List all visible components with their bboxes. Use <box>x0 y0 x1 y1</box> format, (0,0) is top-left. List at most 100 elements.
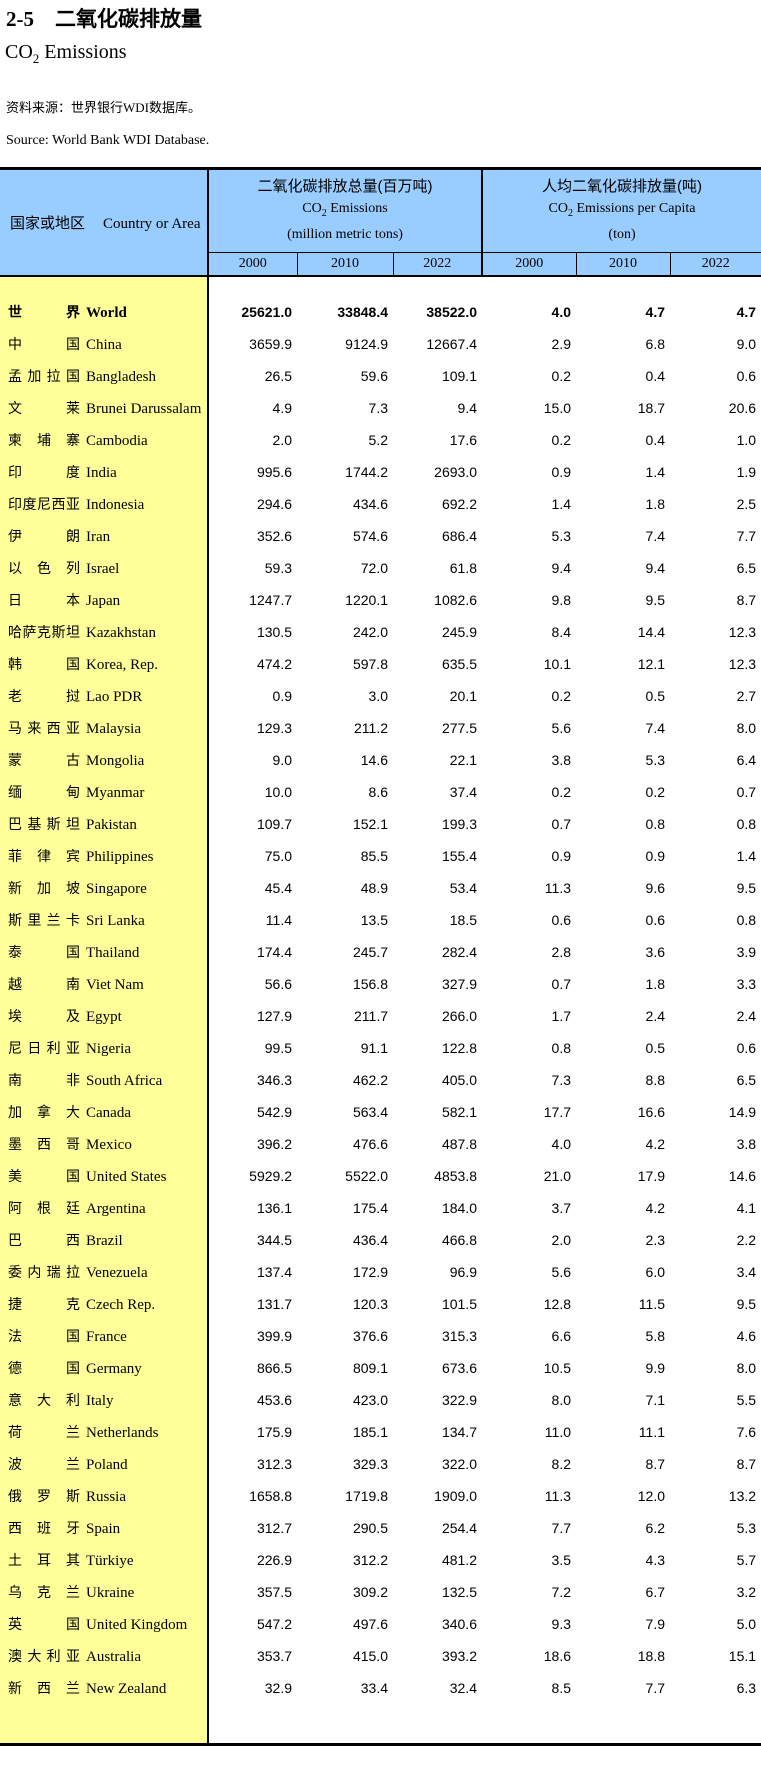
country-cell: 巴西 Brazil <box>0 1224 209 1256</box>
per-capita-2022: 5.3 <box>736 1520 757 1536</box>
country-name-en: Netherlands <box>86 1425 159 1441</box>
country-cell: 菲律宾 Philippines <box>0 840 209 872</box>
table-row: 蒙古 Mongolia 9.0 14.6 22.1 3.8 5.3 6.4 <box>0 744 761 776</box>
total-emissions-2010: 290.5 <box>352 1520 388 1536</box>
per-capita-2010: 9.6 <box>645 880 665 896</box>
country-name-en: Singapore <box>86 881 147 897</box>
table-row: 日本 Japan 1247.7 1220.1 1082.6 9.8 9.5 8.7 <box>0 584 761 616</box>
table-row: 俄罗斯 Russia 1658.8 1719.8 1909.0 11.3 12.0… <box>0 1480 761 1512</box>
total-emissions-2010: 211.2 <box>354 720 388 736</box>
per-capita-2000: 2.9 <box>551 336 571 352</box>
table-row: 德国 Germany 866.5 809.1 673.6 10.5 9.9 8.0 <box>0 1352 761 1384</box>
total-emissions-2022: 17.6 <box>449 432 477 448</box>
country-name-cn: 马来西亚 <box>8 720 80 736</box>
country-cell: 日本 Japan <box>0 584 209 616</box>
total-emissions-2000: 346.3 <box>256 1072 292 1088</box>
table-row: 意大利 Italy 453.6 423.0 322.9 8.0 7.1 5.5 <box>0 1384 761 1416</box>
total-emissions-2010: 597.8 <box>352 656 388 672</box>
total-emissions-2000: 352.6 <box>256 528 292 544</box>
total-emissions-2000: 226.9 <box>256 1552 292 1568</box>
per-capita-2000: 0.6 <box>551 912 571 928</box>
total-emissions-2022: 254.4 <box>441 1520 477 1536</box>
table-row: 柬埔寨 Cambodia 2.0 5.2 17.6 0.2 0.4 1.0 <box>0 424 761 456</box>
country-name-cn: 荷兰 <box>8 1424 80 1440</box>
country-cell: 世界 World <box>0 296 209 328</box>
per-capita-2010: 8.8 <box>645 1072 665 1088</box>
table-row: 埃及 Egypt 127.9 211.7 266.0 1.7 2.4 2.4 <box>0 1000 761 1032</box>
total-emissions-2010: 1220.1 <box>345 592 388 608</box>
total-emissions-2010: 312.2 <box>352 1552 388 1568</box>
country-name-cn: 捷克 <box>8 1296 80 1312</box>
per-capita-2010: 4.2 <box>645 1136 665 1152</box>
per-capita-2010: 4.3 <box>645 1552 665 1568</box>
total-emissions-2000: 45.4 <box>264 880 292 896</box>
country-name-en: Indonesia <box>86 497 145 513</box>
country-name-cn: 老挝 <box>8 688 80 704</box>
per-capita-2000: 7.7 <box>551 1520 571 1536</box>
total-emissions-2000: 109.7 <box>256 816 292 832</box>
country-name-cn: 乌克兰 <box>8 1584 80 1600</box>
country-name-cn: 蒙古 <box>8 752 80 768</box>
per-capita-2000: 2.0 <box>551 1232 571 1248</box>
country-name-cn: 墨西哥 <box>8 1136 80 1152</box>
total-emissions-2022: 340.6 <box>441 1616 477 1632</box>
country-name-cn: 韩国 <box>8 656 80 672</box>
table-header: 国家或地区 Country or Area 二氧化碳排放总量(百万吨) CO2 E… <box>0 168 761 277</box>
total-emissions-2000: 1658.8 <box>249 1488 292 1504</box>
yearbook-page: 2-5 二氧化碳排放量 CO2 Emissions 资料来源：世界银行WDI数据… <box>0 5 761 1746</box>
total-emissions-2022: 315.3 <box>441 1328 477 1344</box>
per-capita-2022: 2.4 <box>736 1008 757 1024</box>
total-emissions-2000: 399.9 <box>256 1328 292 1344</box>
country-name-cn: 哈萨克斯坦 <box>8 624 80 640</box>
total-emissions-2022: 686.4 <box>441 528 477 544</box>
country-name-en: Lao PDR <box>86 689 143 705</box>
per-capita-2000: 2.8 <box>551 944 571 960</box>
country-name-en: Türkiye <box>86 1553 134 1569</box>
per-capita-2010: 6.7 <box>645 1584 665 1600</box>
country-cell: 韩国 Korea, Rep. <box>0 648 209 680</box>
country-cell: 土耳其 Türkiye <box>0 1544 209 1576</box>
country-name-cn: 法国 <box>8 1328 80 1344</box>
total-emissions-2022: 155.4 <box>441 848 477 864</box>
per-capita-2022: 4.7 <box>736 304 757 320</box>
country-name-cn: 澳大利亚 <box>8 1648 80 1664</box>
per-capita-2010: 7.1 <box>645 1392 665 1408</box>
total-emissions-2010: 85.5 <box>360 848 388 864</box>
total-emissions-2000: 353.7 <box>256 1648 292 1664</box>
per-capita-2000: 11.3 <box>544 880 571 896</box>
country-cell: 印度 India <box>0 456 209 488</box>
table-row: 尼日利亚 Nigeria 99.5 91.1 122.8 0.8 0.5 0.6 <box>0 1032 761 1064</box>
per-capita-2010: 18.8 <box>637 1648 665 1664</box>
total-emissions-2010: 309.2 <box>352 1584 388 1600</box>
per-capita-2010: 3.6 <box>645 944 665 960</box>
per-capita-2010: 11.1 <box>638 1424 665 1440</box>
country-cell: 蒙古 Mongolia <box>0 744 209 776</box>
table-row: 巴基斯坦 Pakistan 109.7 152.1 199.3 0.7 0.8 0… <box>0 808 761 840</box>
country-cell: 新西兰 New Zealand <box>0 1672 209 1704</box>
table-row: 新西兰 New Zealand 32.9 33.4 32.4 8.5 7.7 6.… <box>0 1672 761 1704</box>
country-name-en: Pakistan <box>86 817 137 833</box>
country-cell: 墨西哥 Mexico <box>0 1128 209 1160</box>
group1-title-cn: 二氧化碳排放总量(百万吨) <box>257 177 433 195</box>
page-subtitle-en: CO2 Emissions <box>5 39 761 72</box>
table-row: 加拿大 Canada 542.9 563.4 582.1 17.7 16.6 14… <box>0 1096 761 1128</box>
country-name-en: United Kingdom <box>86 1617 188 1633</box>
total-emissions-2022: 2693.0 <box>434 464 477 480</box>
total-emissions-2000: 294.6 <box>256 496 292 512</box>
country-cell: 泰国 Thailand <box>0 936 209 968</box>
country-name-cn: 德国 <box>8 1360 80 1376</box>
per-capita-2022: 3.9 <box>736 944 757 960</box>
country-cell: 法国 France <box>0 1320 209 1352</box>
per-capita-2022: 3.4 <box>736 1264 757 1280</box>
total-emissions-2022: 582.1 <box>441 1104 477 1120</box>
total-emissions-2010: 376.6 <box>352 1328 388 1344</box>
country-cell: 阿根廷 Argentina <box>0 1192 209 1224</box>
total-emissions-2022: 1909.0 <box>434 1488 477 1504</box>
country-name-cn: 新西兰 <box>8 1680 80 1696</box>
total-emissions-2000: 10.0 <box>264 784 292 800</box>
country-cell: 哈萨克斯坦 Kazakhstan <box>0 616 209 648</box>
per-capita-2000: 11.0 <box>544 1424 571 1440</box>
per-capita-2000: 9.4 <box>551 560 571 576</box>
per-capita-2010: 0.4 <box>645 432 665 448</box>
per-capita-2000: 6.6 <box>551 1328 571 1344</box>
